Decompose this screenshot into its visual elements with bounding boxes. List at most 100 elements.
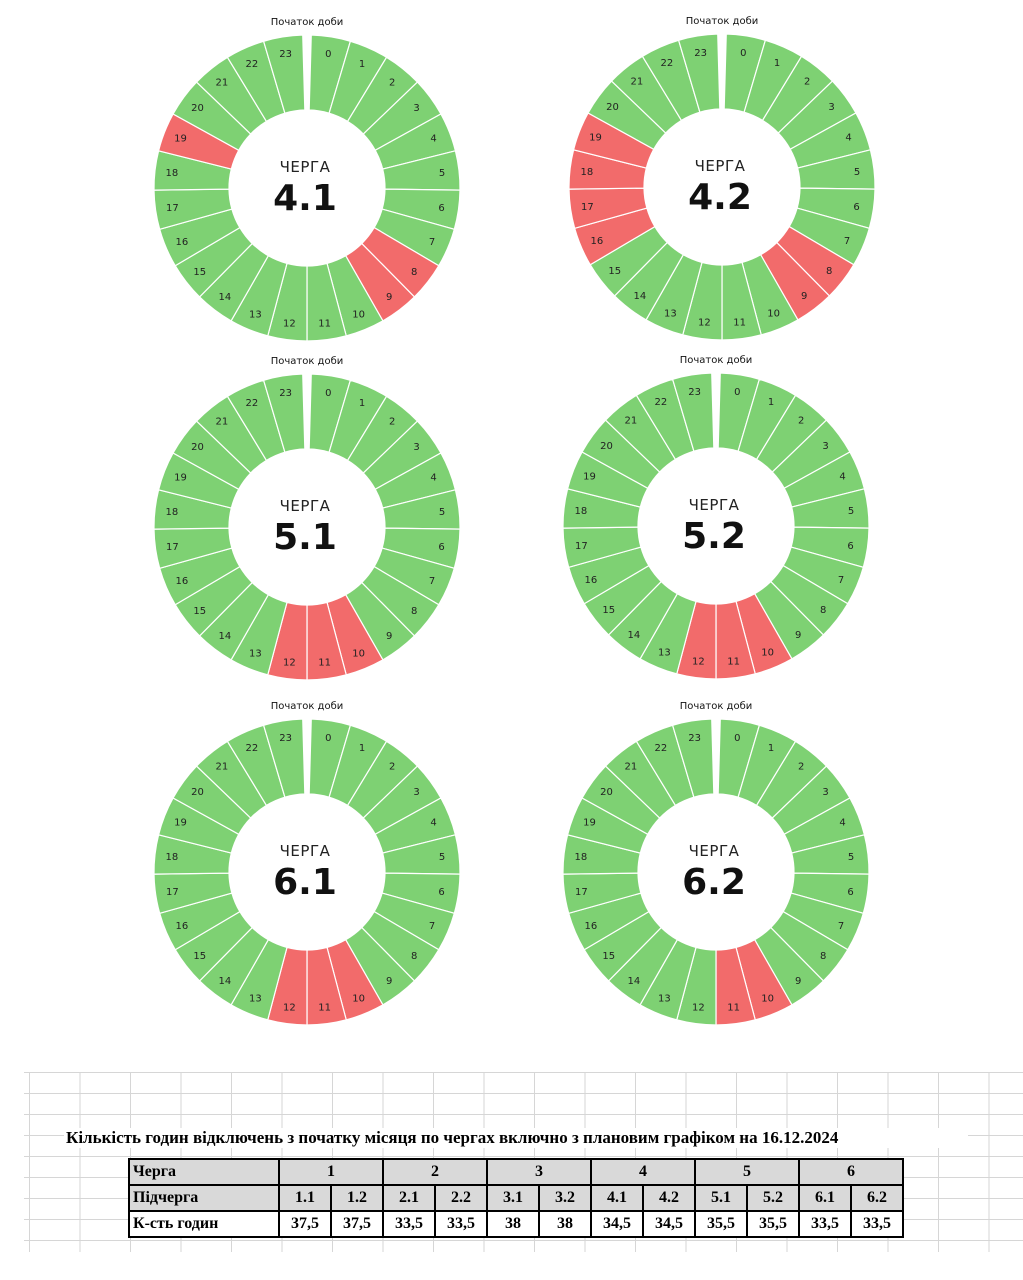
hour-label: 18 <box>166 507 179 518</box>
hour-label: 10 <box>767 308 780 319</box>
queue-caption: ЧЕРГА <box>689 496 740 514</box>
hour-label: 23 <box>688 733 701 744</box>
queue-caption: ЧЕРГА <box>689 842 740 860</box>
hour-label: 1 <box>359 743 365 754</box>
hour-label: 19 <box>174 818 187 829</box>
queue-cell: 5 <box>694 1158 800 1186</box>
hour-label: 15 <box>193 267 206 278</box>
hour-label: 22 <box>246 398 259 409</box>
hour-label: 0 <box>734 733 740 744</box>
hours-cell: 37,5 <box>278 1210 332 1238</box>
hour-label: 7 <box>838 575 844 586</box>
hour-label: 16 <box>176 237 189 248</box>
queue-dial-chart: 01234567891011121314151617181920212223По… <box>568 16 876 341</box>
hours-row: К-сть годин 37,5 37,5 33,5 33,5 38 38 34… <box>128 1210 904 1238</box>
hour-label: 8 <box>820 605 826 616</box>
hours-cell: 38 <box>486 1210 540 1238</box>
hour-label: 12 <box>692 1002 705 1013</box>
hour-label: 1 <box>768 743 774 754</box>
hour-label: 20 <box>191 787 204 798</box>
subqueue-cell: 2.1 <box>382 1184 436 1212</box>
queue-cell: 1 <box>278 1158 384 1186</box>
hour-label: 6 <box>853 202 859 213</box>
hour-segment-on <box>262 34 306 114</box>
hour-label: 11 <box>727 1002 740 1013</box>
hours-cell: 35,5 <box>746 1210 800 1238</box>
hour-label: 18 <box>575 852 588 863</box>
hour-label: 19 <box>583 472 596 483</box>
hour-label: 17 <box>575 541 588 552</box>
subqueue-cell: 5.2 <box>746 1184 800 1212</box>
queue-dial-chart: 01234567891011121314151617181920212223По… <box>153 356 461 681</box>
hour-label: 11 <box>727 656 740 667</box>
queue-number: 6.2 <box>682 862 746 903</box>
hours-cell: 38 <box>538 1210 592 1238</box>
hour-label: 7 <box>838 921 844 932</box>
hour-label: 9 <box>386 292 392 303</box>
hour-label: 2 <box>389 416 395 427</box>
hour-label: 19 <box>583 818 596 829</box>
hours-cell: 33,5 <box>434 1210 488 1238</box>
hour-label: 10 <box>761 647 774 658</box>
hour-label: 3 <box>413 787 419 798</box>
queue-number: 5.2 <box>682 516 746 557</box>
hour-label: 18 <box>166 168 179 179</box>
hour-label: 0 <box>325 388 331 399</box>
hours-cell: 35,5 <box>694 1210 748 1238</box>
hour-label: 11 <box>733 317 746 328</box>
hour-label: 7 <box>429 921 435 932</box>
hour-label: 21 <box>624 761 637 772</box>
hour-label: 8 <box>826 266 832 277</box>
hour-label: 22 <box>661 58 674 69</box>
hour-label: 18 <box>166 852 179 863</box>
hour-label: 14 <box>627 630 640 641</box>
queue-dial-chart: 01234567891011121314151617181920212223По… <box>153 701 461 1026</box>
queue-caption: ЧЕРГА <box>695 157 746 175</box>
hour-label: 20 <box>606 102 619 113</box>
queue-row-label: Черга <box>128 1158 280 1186</box>
hour-label: 8 <box>411 267 417 278</box>
hour-label: 9 <box>801 291 807 302</box>
hours-cell: 34,5 <box>642 1210 696 1238</box>
queue-cell: 4 <box>590 1158 696 1186</box>
hour-label: 4 <box>845 133 851 144</box>
hour-label: 15 <box>608 266 621 277</box>
hour-label: 13 <box>249 309 262 320</box>
hours-cell: 33,5 <box>798 1210 852 1238</box>
hour-label: 17 <box>166 203 179 214</box>
hour-label: 19 <box>174 134 187 145</box>
hour-label: 9 <box>386 976 392 987</box>
queue-cell: 3 <box>486 1158 592 1186</box>
hour-label: 10 <box>352 309 365 320</box>
hour-label: 7 <box>844 236 850 247</box>
hour-label: 14 <box>218 292 231 303</box>
hour-label: 12 <box>692 656 705 667</box>
hour-label: 17 <box>166 887 179 898</box>
hour-label: 16 <box>585 921 598 932</box>
hour-label: 22 <box>246 743 259 754</box>
hour-label: 5 <box>854 167 860 178</box>
queue-row: Черга 1 2 3 4 5 6 <box>128 1158 904 1186</box>
hour-label: 15 <box>602 605 615 616</box>
hour-label: 2 <box>798 761 804 772</box>
hour-label: 12 <box>283 657 296 668</box>
hour-label: 12 <box>283 318 296 329</box>
hour-label: 5 <box>848 852 854 863</box>
hour-label: 13 <box>664 308 677 319</box>
hour-segment-on <box>677 33 721 113</box>
hour-label: 3 <box>413 442 419 453</box>
queue-number: 4.1 <box>273 178 337 219</box>
hour-label: 3 <box>828 102 834 113</box>
hour-label: 6 <box>847 887 853 898</box>
hour-label: 0 <box>740 48 746 59</box>
hour-segment-on <box>262 373 306 453</box>
subqueue-cell: 3.1 <box>486 1184 540 1212</box>
subqueue-cell: 2.2 <box>434 1184 488 1212</box>
hour-label: 19 <box>174 473 187 484</box>
hour-label: 11 <box>318 657 331 668</box>
hour-label: 13 <box>249 648 262 659</box>
day-start-label: Початок доби <box>271 701 344 712</box>
hour-label: 2 <box>389 761 395 772</box>
hour-label: 16 <box>585 575 598 586</box>
hour-label: 3 <box>822 441 828 452</box>
